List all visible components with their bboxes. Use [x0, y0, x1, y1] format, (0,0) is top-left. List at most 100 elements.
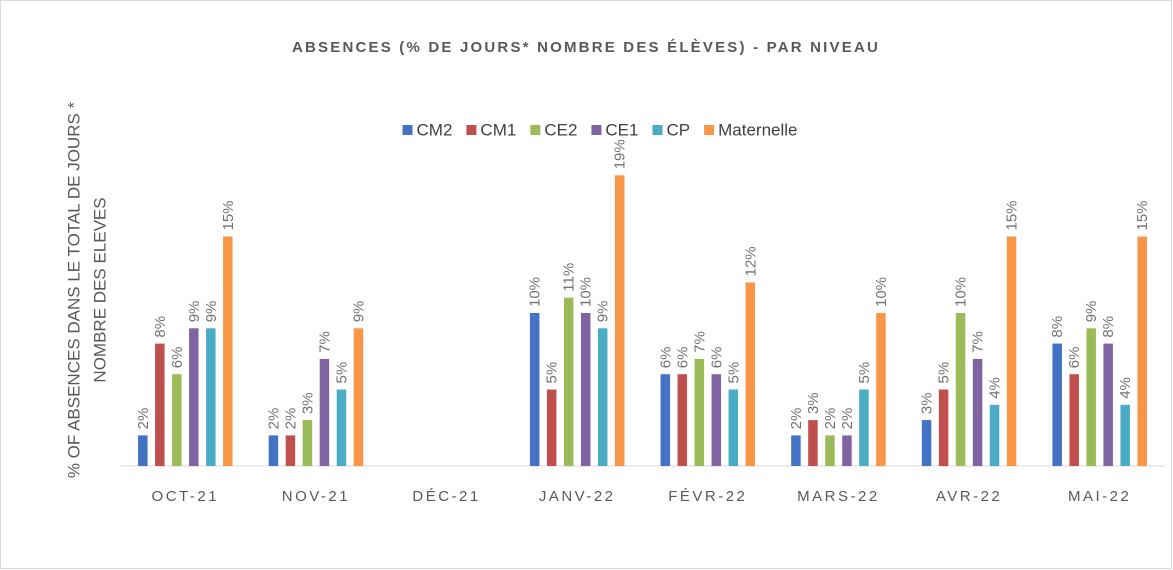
bar	[336, 389, 347, 466]
legend-swatch	[402, 125, 413, 135]
data-label: 9%	[186, 301, 203, 323]
bar	[876, 313, 886, 466]
legend-label: CP	[666, 120, 690, 139]
data-label: 2%	[788, 408, 805, 430]
bar	[859, 389, 869, 466]
bar	[155, 343, 165, 466]
legend-label: CM1	[480, 120, 516, 139]
data-label: 10%	[953, 277, 970, 307]
bar	[172, 374, 182, 466]
bar	[711, 374, 722, 466]
x-tick-label: MAI-22	[1068, 488, 1131, 505]
data-label: 2%	[822, 408, 839, 430]
data-label: 8%	[152, 316, 169, 338]
data-label: 7%	[316, 331, 333, 353]
bar	[1103, 343, 1113, 466]
data-label: 9%	[595, 301, 612, 323]
bar	[955, 313, 966, 466]
bar	[138, 435, 148, 466]
data-label: 5%	[856, 362, 873, 384]
data-label: 9%	[203, 301, 220, 323]
bar	[302, 420, 313, 466]
legend: CM2 CM1 CE2 CE1 CP Maternelle	[402, 120, 797, 139]
bar	[189, 328, 199, 466]
bar	[268, 435, 279, 466]
data-label: 5%	[725, 362, 742, 384]
x-tick-label: JANV-22	[539, 488, 616, 505]
bar	[938, 389, 949, 466]
data-label: 4%	[1117, 377, 1134, 399]
data-label: 15%	[1004, 200, 1021, 230]
x-tick-label: MARS-22	[797, 488, 880, 505]
bar	[1120, 404, 1130, 466]
bar	[529, 313, 540, 466]
legend-swatch	[704, 125, 715, 135]
data-label: 2%	[839, 408, 856, 430]
bar	[972, 358, 983, 466]
x-tick-label: DÉC-21	[412, 488, 480, 505]
data-label: 5%	[544, 362, 561, 384]
bar	[791, 435, 801, 466]
bar	[1006, 236, 1017, 466]
data-label: 5%	[333, 362, 350, 384]
data-label: 9%	[1083, 301, 1100, 323]
data-label: 15%	[1134, 200, 1151, 230]
data-label: 7%	[691, 331, 708, 353]
data-label: 2%	[265, 408, 282, 430]
bar	[1052, 343, 1062, 466]
bar	[921, 420, 932, 466]
x-tick-label: NOV-21	[282, 488, 350, 505]
data-label: 2%	[135, 408, 152, 430]
legend-label: CE1	[605, 120, 638, 139]
data-label: 10%	[578, 277, 595, 307]
x-tick-label: FÉVR-22	[668, 488, 747, 505]
bar	[694, 358, 705, 466]
data-label: 5%	[936, 362, 953, 384]
bar	[1137, 236, 1147, 466]
legend-swatch	[466, 125, 477, 135]
bar	[546, 389, 557, 466]
legend-swatch	[652, 125, 663, 135]
bar	[580, 313, 591, 466]
data-label: 6%	[1066, 347, 1083, 369]
bar	[353, 328, 364, 466]
bar	[597, 328, 608, 466]
data-label: 6%	[169, 347, 186, 369]
data-label: 4%	[987, 377, 1004, 399]
bar	[1086, 328, 1096, 466]
legend-swatch	[530, 125, 541, 135]
y-axis-title: % OF ABSENCES DANS LE TOTAL DE JOURS *	[64, 101, 83, 478]
bar	[842, 435, 852, 466]
legend-label: CE2	[544, 120, 577, 139]
bar	[677, 374, 688, 466]
chart-title: ABSENCES (% DE JOURS* NOMBRE DES ÉLÈVES)…	[292, 39, 880, 56]
bar	[1069, 374, 1079, 466]
data-label: 6%	[708, 347, 725, 369]
bar	[319, 358, 330, 466]
data-label: 3%	[919, 392, 936, 414]
bar	[808, 420, 818, 466]
y-axis-title: NOMBRE DES ELEVES	[90, 197, 109, 382]
legend-label: Maternelle	[718, 120, 797, 139]
data-label: 6%	[674, 347, 691, 369]
x-tick-label: OCT-21	[152, 488, 220, 505]
legend-label: CM2	[417, 120, 453, 139]
bar	[563, 297, 574, 466]
data-label: 19%	[612, 139, 629, 169]
data-label: 8%	[1049, 316, 1066, 338]
data-label: 10%	[873, 277, 890, 307]
data-label: 3%	[299, 392, 316, 414]
data-label: 8%	[1100, 316, 1117, 338]
bar	[223, 236, 233, 466]
bar	[285, 435, 296, 466]
data-label: 6%	[657, 347, 674, 369]
data-label: 9%	[350, 301, 367, 323]
bar	[745, 282, 756, 466]
data-label: 15%	[220, 200, 237, 230]
bar	[614, 175, 625, 467]
data-label: 10%	[527, 277, 544, 307]
data-label: 12%	[742, 246, 759, 276]
bar	[660, 374, 671, 466]
